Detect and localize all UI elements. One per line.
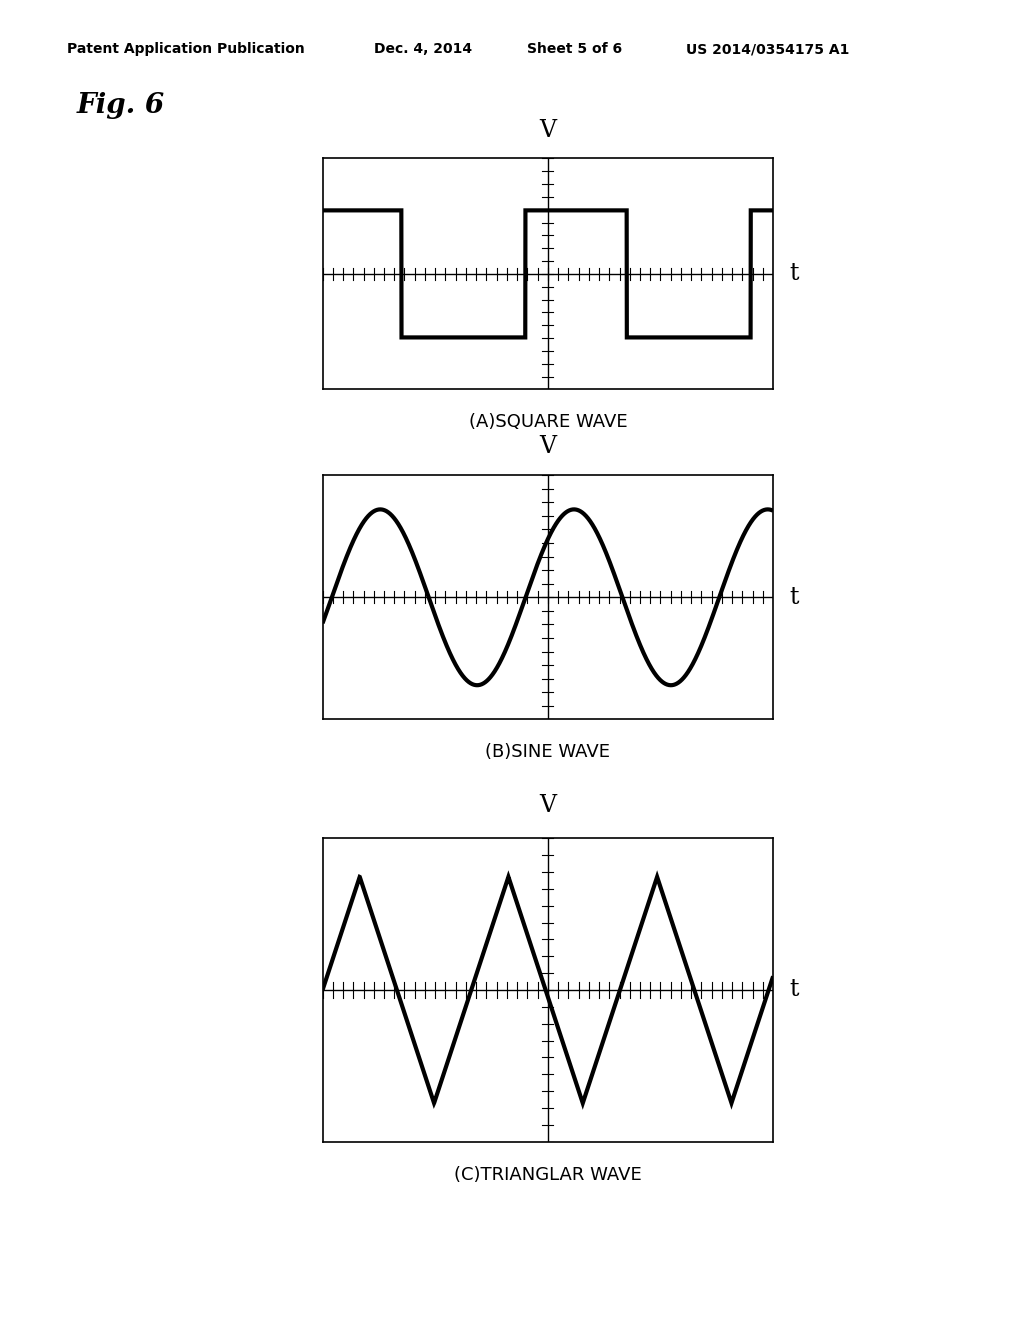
Text: t: t <box>788 978 799 1002</box>
Text: Fig. 6: Fig. 6 <box>77 92 165 119</box>
Text: V: V <box>540 119 556 143</box>
Text: t: t <box>788 586 799 609</box>
Text: t: t <box>788 263 799 285</box>
Text: V: V <box>540 436 556 458</box>
Text: (A)SQUARE WAVE: (A)SQUARE WAVE <box>469 413 627 432</box>
Text: (B)SINE WAVE: (B)SINE WAVE <box>485 743 610 762</box>
Text: Sheet 5 of 6: Sheet 5 of 6 <box>527 42 623 57</box>
Text: (C)TRIANGLAR WAVE: (C)TRIANGLAR WAVE <box>454 1166 642 1184</box>
Text: Patent Application Publication: Patent Application Publication <box>67 42 304 57</box>
Text: Dec. 4, 2014: Dec. 4, 2014 <box>374 42 472 57</box>
Text: V: V <box>540 793 556 817</box>
Text: US 2014/0354175 A1: US 2014/0354175 A1 <box>686 42 850 57</box>
